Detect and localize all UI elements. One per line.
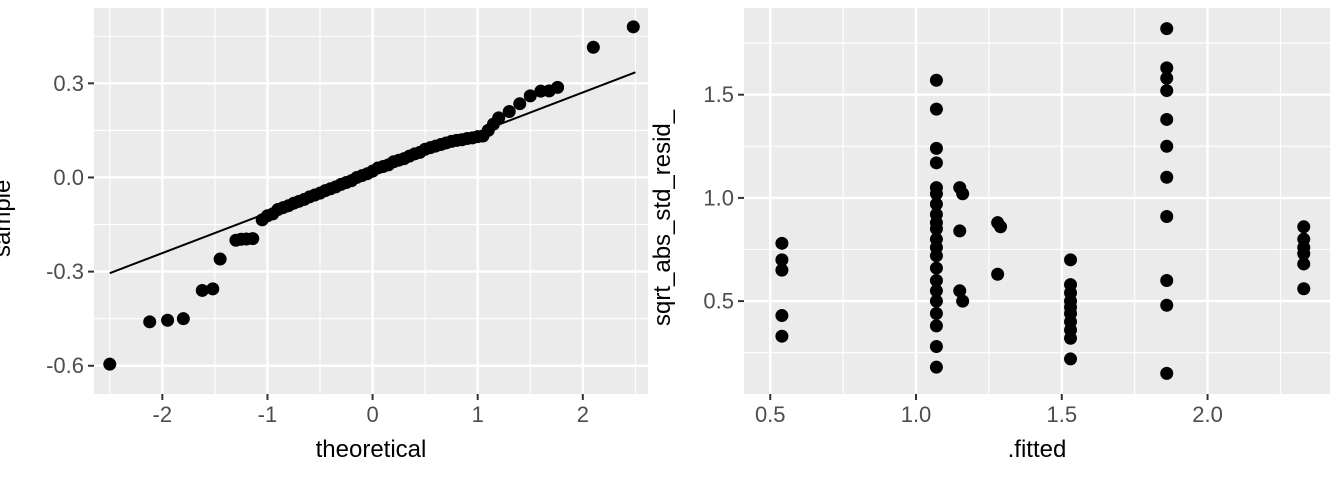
data-point — [953, 284, 967, 298]
data-point — [929, 102, 943, 116]
data-point — [1160, 61, 1174, 75]
data-point — [1160, 139, 1174, 153]
data-point — [1297, 220, 1311, 234]
scale-location-x-axis-title: .fitted — [1007, 436, 1067, 463]
qq-plot-figure: sample -2 -1 0 1 2 -0.6 -0.3 0.0 0.3 theoretical — [0, 0, 660, 480]
panel-background — [744, 8, 1330, 394]
data-point — [103, 357, 117, 371]
data-point — [929, 294, 943, 308]
data-point — [991, 267, 1005, 281]
data-point — [929, 249, 943, 263]
data-point — [492, 111, 506, 125]
data-point — [929, 340, 943, 354]
data-point — [502, 105, 516, 119]
data-point — [1064, 352, 1078, 366]
data-point — [1160, 84, 1174, 98]
y-tick-label: 0.0 — [53, 165, 84, 190]
scale-location-y-axis-title: sqrt_abs_std_resid_ — [649, 109, 676, 327]
scale-location-canvas: 0.5 1.0 1.5 2.0 0.5 1.0 1.5 — [703, 8, 1330, 427]
data-point — [586, 40, 600, 54]
x-tick-label: 1.5 — [1046, 402, 1077, 427]
data-point — [956, 187, 970, 201]
data-point — [143, 315, 157, 329]
data-point — [929, 73, 943, 87]
data-point — [195, 283, 209, 297]
data-point — [775, 309, 789, 323]
data-point — [775, 253, 789, 267]
data-point — [1160, 22, 1174, 36]
panel-background — [94, 8, 648, 394]
data-point — [1297, 257, 1311, 271]
data-point — [246, 232, 260, 246]
x-tick-label: 2 — [577, 402, 589, 427]
data-point — [1160, 112, 1174, 126]
data-point — [626, 20, 640, 34]
data-point — [775, 236, 789, 250]
data-point — [213, 252, 227, 266]
data-point — [1297, 247, 1311, 261]
data-point — [775, 329, 789, 343]
data-point — [1064, 253, 1078, 267]
data-point — [929, 306, 943, 320]
data-point — [929, 319, 943, 333]
qq-x-axis-title: theoretical — [315, 436, 427, 463]
data-point — [994, 220, 1008, 234]
data-point — [1160, 298, 1174, 312]
qq-plot-canvas: -2 -1 0 1 2 -0.6 -0.3 0.0 0.3 — [46, 8, 648, 427]
data-point — [1160, 71, 1174, 85]
data-point — [161, 313, 175, 327]
data-point — [1160, 170, 1174, 184]
data-point — [1160, 273, 1174, 287]
x-tick-label: 1 — [472, 402, 484, 427]
data-point — [513, 97, 527, 111]
data-point — [1160, 209, 1174, 223]
data-point — [551, 80, 565, 94]
data-point — [956, 294, 970, 308]
y-tick-label: 0.3 — [53, 71, 84, 96]
data-point — [176, 312, 190, 326]
y-tick-label: 1.0 — [703, 185, 734, 210]
x-tick-label: 0 — [366, 402, 378, 427]
x-tick-label: -1 — [258, 402, 278, 427]
y-tick-label: 1.5 — [703, 82, 734, 107]
scale-location-figure: sqrt_abs_std_resid_ 0.5 1.0 1.5 2.0 0.5 1.0 1.… — [649, 0, 1344, 480]
data-point — [206, 282, 220, 296]
x-tick-label: 1.0 — [901, 402, 932, 427]
qq-y-axis-title: sample — [0, 179, 16, 257]
data-point — [929, 261, 943, 275]
data-point — [1297, 282, 1311, 296]
y-tick-label: -0.3 — [46, 259, 84, 284]
data-point — [929, 222, 943, 236]
data-point — [775, 263, 789, 277]
data-point — [929, 197, 943, 211]
x-tick-label: 0.5 — [755, 402, 786, 427]
data-point — [929, 141, 943, 155]
data-point — [1160, 366, 1174, 380]
data-point — [929, 187, 943, 201]
y-tick-label: 0.5 — [703, 289, 734, 314]
data-point — [523, 89, 537, 103]
y-tick-label: -0.6 — [46, 353, 84, 378]
data-point — [953, 224, 967, 238]
x-tick-label: -2 — [153, 402, 173, 427]
data-point — [929, 360, 943, 374]
data-point — [929, 284, 943, 298]
data-point — [929, 273, 943, 287]
x-tick-label: 2.0 — [1192, 402, 1223, 427]
data-point — [1064, 331, 1078, 345]
data-point — [929, 156, 943, 170]
